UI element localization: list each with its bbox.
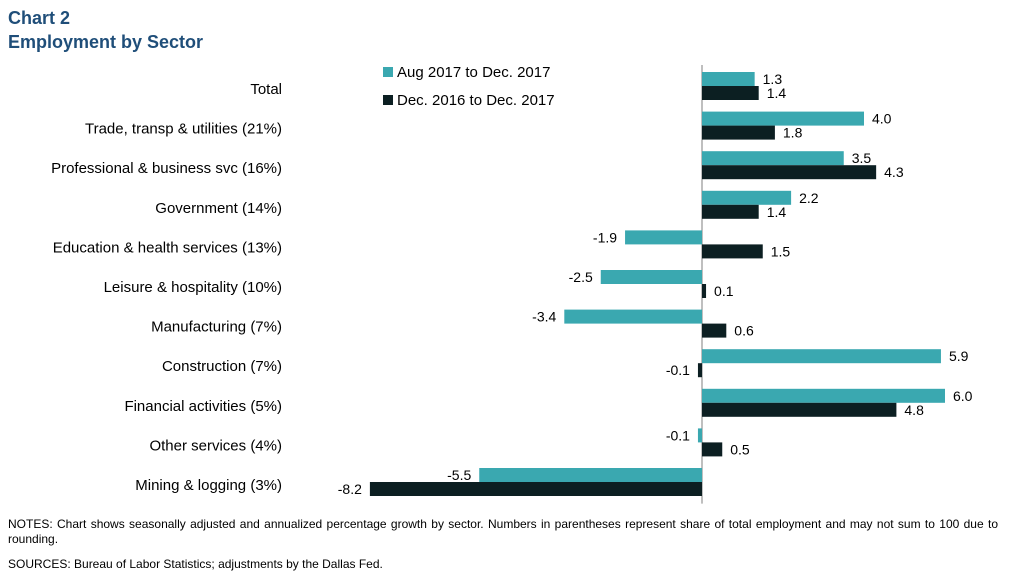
- data-label: -5.5: [447, 467, 471, 483]
- bar-s1: [702, 190, 792, 205]
- data-label: 1.8: [783, 125, 803, 141]
- bar-s1: [625, 230, 702, 245]
- bar-s2: [702, 165, 877, 180]
- data-label: -1.9: [593, 229, 617, 245]
- chart-sources: SOURCES: Bureau of Labor Statistics; adj…: [8, 557, 383, 571]
- bar-s2: [702, 125, 775, 140]
- data-label: 1.4: [767, 204, 787, 220]
- bar-s1: [702, 151, 844, 166]
- chart-subtitle: Employment by Sector: [8, 32, 204, 52]
- data-label: -8.2: [338, 481, 362, 497]
- data-label: -0.1: [666, 362, 690, 378]
- data-label: -3.4: [532, 309, 556, 325]
- chart-title: Chart 2: [8, 8, 71, 28]
- bar-s1: [702, 349, 941, 364]
- category-label: Government (14%): [155, 200, 282, 217]
- legend-label: Dec. 2016 to Dec. 2017: [397, 92, 555, 109]
- bar-s2: [702, 442, 723, 457]
- data-label: 5.9: [949, 348, 969, 364]
- data-label: 6.0: [953, 388, 973, 404]
- data-label: 1.3: [763, 71, 783, 87]
- legend-swatch-s2: [383, 95, 393, 105]
- data-label: 1.5: [771, 243, 791, 259]
- data-label: 4.8: [904, 402, 924, 418]
- bar-s2: [702, 402, 897, 417]
- bar-s2: [702, 86, 759, 100]
- bar-s1: [702, 388, 945, 403]
- data-label: 4.0: [872, 111, 892, 127]
- data-label: 3.5: [852, 150, 872, 166]
- legend-label: Aug 2017 to Dec. 2017: [397, 64, 550, 81]
- bar-s2: [702, 204, 759, 219]
- data-label: 0.5: [730, 441, 750, 457]
- data-label: -0.1: [666, 427, 690, 443]
- category-label: Total: [250, 81, 282, 98]
- data-label: 2.2: [799, 190, 819, 206]
- bar-s1: [564, 309, 702, 324]
- bar-s1: [600, 270, 702, 284]
- bar-s2: [702, 244, 763, 259]
- bar-s2: [697, 363, 702, 378]
- bar-s1: [702, 111, 864, 126]
- data-label: 0.6: [734, 323, 754, 339]
- data-label: 0.1: [714, 283, 734, 299]
- bar-s2: [702, 323, 727, 338]
- bar-s1: [697, 428, 702, 443]
- category-label: Construction (7%): [162, 358, 282, 375]
- bar-s2: [702, 284, 707, 298]
- data-label: -2.5: [569, 269, 593, 285]
- bar-s1: [702, 72, 755, 86]
- category-label: Professional & business svc (16%): [51, 160, 282, 177]
- category-label: Mining & logging (3%): [135, 477, 282, 494]
- category-label: Leisure & hospitality (10%): [104, 279, 282, 296]
- chart-notes: NOTES: Chart shows seasonally adjusted a…: [8, 517, 998, 546]
- legend-swatch-s1: [383, 67, 393, 77]
- bar-s1: [479, 468, 702, 482]
- chart-title-block: Chart 2 Employment by Sector: [8, 6, 203, 54]
- category-label: Education & health services (13%): [53, 239, 282, 256]
- category-label: Financial activities (5%): [124, 398, 282, 415]
- category-label: Other services (4%): [149, 437, 282, 454]
- category-label: Trade, transp & utilities (21%): [85, 121, 282, 138]
- bar-s2: [369, 482, 702, 496]
- category-label: Manufacturing (7%): [151, 319, 282, 336]
- data-label: 4.3: [884, 164, 904, 180]
- data-label: 1.4: [767, 85, 787, 101]
